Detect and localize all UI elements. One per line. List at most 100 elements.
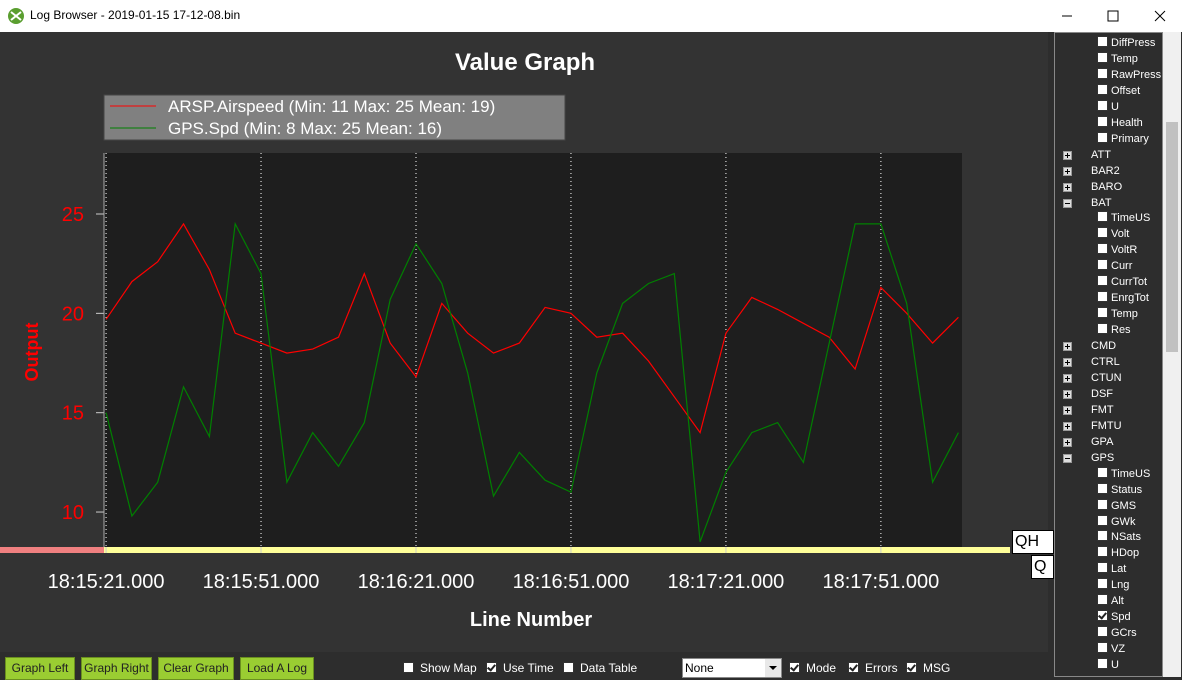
option[interactable]: Errors: [848, 661, 898, 675]
expander[interactable]: [1063, 421, 1072, 431]
tree-field[interactable]: Volt: [1097, 226, 1129, 242]
tree-field[interactable]: Lat: [1097, 561, 1126, 577]
checkbox[interactable]: [1097, 466, 1108, 478]
tree-field[interactable]: Primary: [1097, 131, 1149, 147]
checkbox[interactable]: [1097, 275, 1108, 287]
checkbox[interactable]: [1097, 530, 1108, 542]
tree-field[interactable]: RawPress: [1097, 67, 1161, 83]
option[interactable]: Data Table: [563, 661, 637, 675]
checkbox[interactable]: [1097, 562, 1108, 574]
option[interactable]: Use Time: [486, 661, 554, 675]
checkbox[interactable]: [1097, 578, 1108, 590]
tree-field[interactable]: Status: [1097, 482, 1142, 498]
tree-field[interactable]: Health: [1097, 115, 1143, 131]
button[interactable]: Graph Left: [5, 657, 75, 680]
expander[interactable]: [1063, 166, 1072, 176]
tree-group[interactable]: CTUN: [1055, 370, 1155, 386]
checkbox[interactable]: [1097, 211, 1108, 223]
expander[interactable]: [1063, 342, 1072, 352]
tree-field[interactable]: Lng: [1097, 577, 1129, 593]
checkbox[interactable]: [1097, 594, 1108, 606]
expander[interactable]: [1063, 453, 1072, 463]
tree-group[interactable]: DSF: [1055, 386, 1155, 402]
checkbox[interactable]: [906, 662, 917, 673]
tree-field[interactable]: U: [1097, 99, 1119, 115]
tree-field[interactable]: GMS: [1097, 498, 1136, 514]
checkbox[interactable]: [1097, 99, 1108, 111]
button[interactable]: Load A Log: [240, 657, 314, 680]
tree-group[interactable]: GPS: [1055, 450, 1155, 466]
checkbox[interactable]: [1097, 115, 1108, 127]
checkbox[interactable]: [563, 662, 574, 673]
checkbox[interactable]: [1097, 259, 1108, 271]
expander[interactable]: [1063, 150, 1072, 160]
button[interactable]: Graph Right: [81, 657, 152, 680]
tree-group[interactable]: BAR2: [1055, 163, 1155, 179]
tree-field[interactable]: Temp: [1097, 306, 1138, 322]
checkbox[interactable]: [1097, 83, 1108, 95]
tree-group[interactable]: GPA: [1055, 434, 1155, 450]
button[interactable]: Clear Graph: [158, 657, 234, 680]
option[interactable]: MSG: [906, 661, 950, 675]
checkbox[interactable]: [1097, 131, 1108, 143]
tree-field[interactable]: Curr: [1097, 258, 1132, 274]
tree-field[interactable]: CurrTot: [1097, 274, 1147, 290]
tree-field[interactable]: GCrs: [1097, 625, 1137, 641]
expander[interactable]: [1063, 358, 1072, 367]
option[interactable]: Show Map: [403, 661, 477, 675]
tree-group[interactable]: FMTU: [1055, 418, 1155, 434]
checkbox[interactable]: [1097, 323, 1108, 335]
checkbox[interactable]: [1097, 36, 1108, 47]
checkbox[interactable]: [1097, 610, 1108, 622]
tree-field[interactable]: VoltR: [1097, 242, 1137, 258]
tree-group[interactable]: CMD: [1055, 338, 1155, 354]
option[interactable]: Mode: [789, 661, 836, 675]
tree-field[interactable]: DiffPress: [1097, 35, 1155, 51]
window-controls[interactable]: [1042, 0, 1182, 32]
checkbox[interactable]: [848, 662, 859, 673]
tree-field[interactable]: Alt: [1097, 593, 1124, 609]
tree-field[interactable]: VZ: [1097, 641, 1125, 657]
checkbox[interactable]: [486, 662, 497, 673]
tree-field[interactable]: NSats: [1097, 529, 1141, 545]
dropdown[interactable]: None: [682, 658, 782, 678]
tree-field[interactable]: Temp: [1097, 51, 1138, 67]
tree-field[interactable]: TimeUS: [1097, 466, 1150, 482]
checkbox[interactable]: [1097, 482, 1108, 494]
expander[interactable]: [1063, 198, 1072, 208]
checkbox[interactable]: [1097, 642, 1108, 654]
checkbox[interactable]: [1097, 546, 1108, 558]
tree-field[interactable]: EnrgTot: [1097, 290, 1149, 306]
checkbox[interactable]: [1097, 67, 1108, 79]
expander[interactable]: [1063, 373, 1072, 383]
checkbox[interactable]: [403, 662, 414, 673]
checkbox[interactable]: [1097, 658, 1108, 670]
expander[interactable]: [1063, 389, 1072, 399]
checkbox[interactable]: [1097, 498, 1108, 510]
expander[interactable]: [1063, 437, 1072, 447]
tree-group[interactable]: BAT: [1055, 195, 1155, 211]
checkbox[interactable]: [789, 662, 800, 673]
tree-field[interactable]: Res: [1097, 322, 1131, 338]
dropdown-arrow[interactable]: [765, 659, 781, 677]
scrollbar[interactable]: [1163, 32, 1181, 677]
checkbox[interactable]: [1097, 51, 1108, 63]
checkbox[interactable]: [1097, 227, 1108, 239]
tree-field[interactable]: Offset: [1097, 83, 1140, 99]
tree-field[interactable]: TimeUS: [1097, 210, 1150, 226]
checkbox[interactable]: [1097, 626, 1108, 638]
tree-group[interactable]: CTRL: [1055, 354, 1155, 370]
checkbox[interactable]: [1097, 291, 1108, 303]
tree-field[interactable]: HDop: [1097, 545, 1139, 561]
tree-group[interactable]: BARO: [1055, 179, 1155, 195]
expander[interactable]: [1063, 182, 1072, 192]
tree-group[interactable]: ATT: [1055, 147, 1155, 163]
field-tree[interactable]: DiffPress Temp RawPress Offset U Health Primar…: [1054, 32, 1163, 677]
tree-field[interactable]: U: [1097, 657, 1119, 673]
checkbox[interactable]: [1097, 243, 1108, 255]
tree-field[interactable]: GWk: [1097, 514, 1135, 530]
checkbox[interactable]: [1097, 307, 1108, 319]
checkbox[interactable]: [1097, 514, 1108, 526]
tree-group[interactable]: FMT: [1055, 402, 1155, 418]
expander[interactable]: [1063, 405, 1072, 415]
